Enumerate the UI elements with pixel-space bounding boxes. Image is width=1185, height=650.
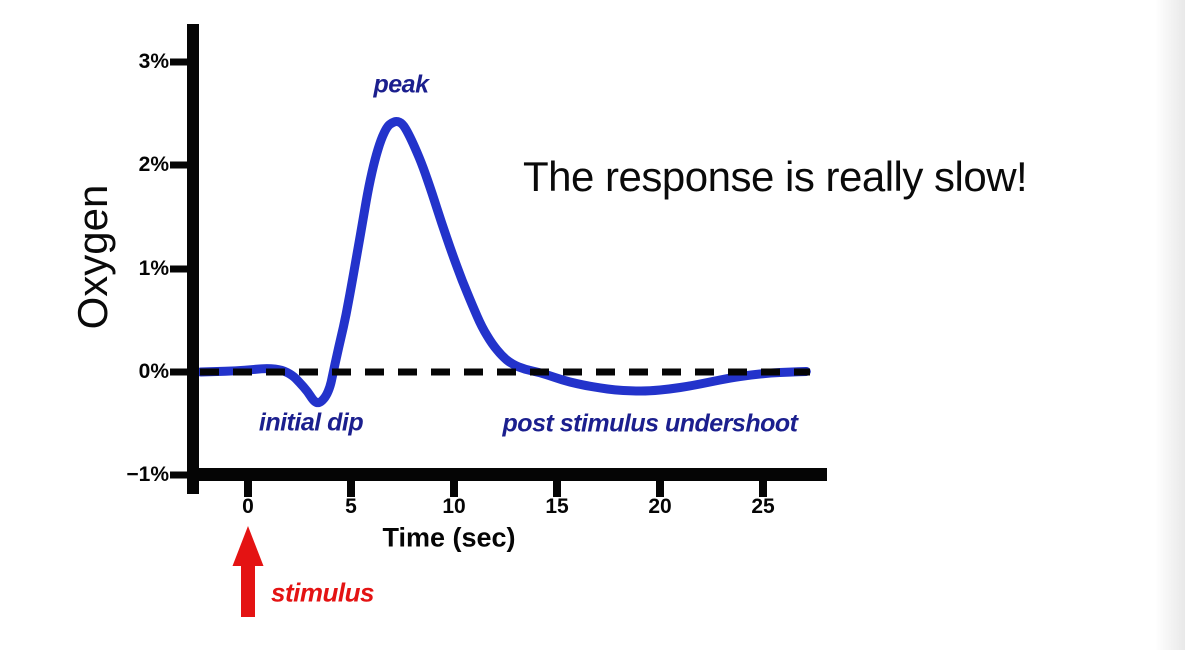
tick-mark [450,481,458,497]
tick-mark [170,471,188,479]
headline-caption: The response is really slow! [523,153,1028,200]
y-axis [187,24,199,494]
tick-mark [759,481,767,497]
y-tick-marks [170,58,188,479]
tick-mark [170,368,188,376]
stimulus-arrow-icon [232,526,264,617]
response-curve [196,117,811,408]
tick-mark [170,58,188,66]
x-tick-label-15: 15 [545,495,569,518]
x-tick-label-5: 5 [345,495,357,518]
x-tick-label-20: 20 [648,495,672,518]
y-tick-label-2pct: 2% [138,153,169,176]
x-tick-label-0: 0 [242,495,254,518]
x-axis [187,468,827,481]
tick-mark [656,481,664,497]
y-tick-label-3pct: 3% [138,50,169,73]
tick-mark [244,481,252,497]
annotation-initial-dip: initial dip [258,408,364,437]
annotation-peak: peak [373,70,429,99]
y-tick-label-neg1pct: −1% [126,463,169,486]
annotation-stimulus: stimulus [271,577,374,608]
x-tick-label-25: 25 [751,495,775,518]
y-axis-title: Oxygen [69,184,116,330]
annotation-post-stimulus-undershoot: post stimulus undershoot [502,409,798,438]
x-tick-marks [244,481,767,497]
y-tick-label-1pct: 1% [138,257,169,280]
tick-mark [170,161,188,169]
x-tick-label-10: 10 [442,495,466,518]
x-axis-title: Time (sec) [382,522,516,553]
tick-mark [170,265,188,273]
y-tick-label-0pct: 0% [138,360,169,383]
tick-mark [553,481,561,497]
tick-mark [347,481,355,497]
